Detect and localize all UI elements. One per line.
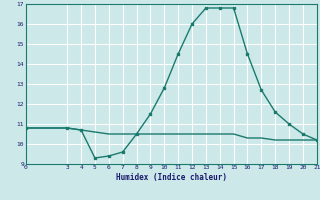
X-axis label: Humidex (Indice chaleur): Humidex (Indice chaleur) bbox=[116, 173, 227, 182]
